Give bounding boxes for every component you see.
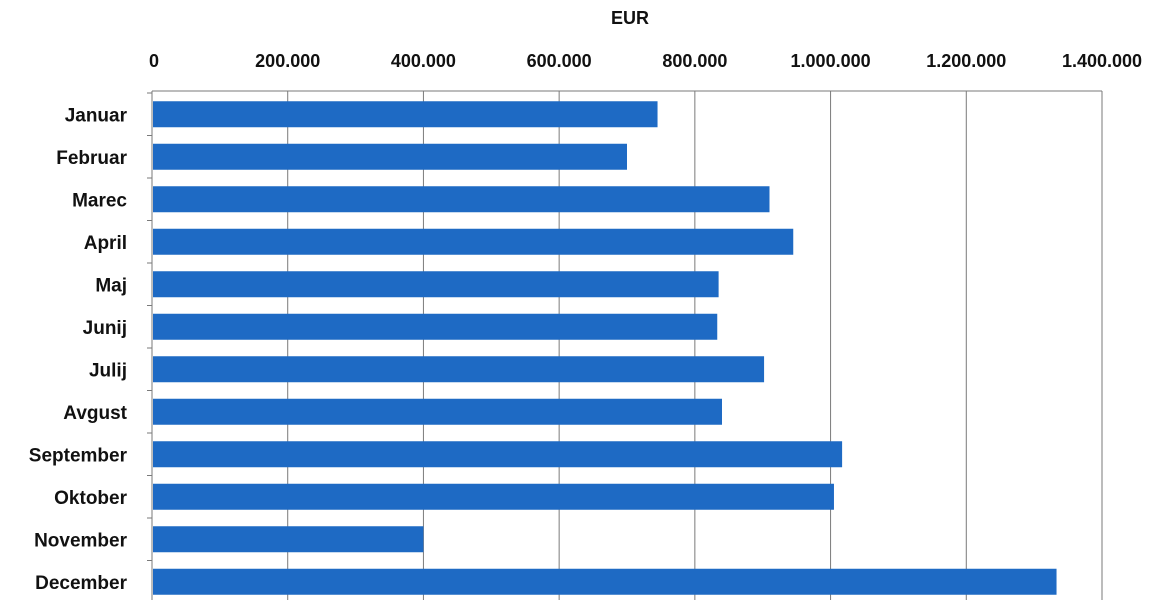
category-label: December <box>35 573 127 594</box>
category-label: Oktober <box>54 488 127 509</box>
bar-april <box>153 228 794 255</box>
x-axis-title: EUR <box>611 8 649 28</box>
category-label: Avgust <box>63 403 127 424</box>
bar-layer <box>153 101 1057 595</box>
grid-layer <box>151 91 1103 600</box>
x-tick-label: 0 <box>149 51 159 71</box>
x-tick-label: 400.000 <box>391 51 456 71</box>
bar-maj <box>153 271 719 298</box>
label-layer: EUR 0 200.000 400.000 600.000 800.000 1.000.00… <box>29 8 1142 594</box>
bar-februar <box>153 143 627 170</box>
category-label: Julij <box>89 360 127 381</box>
axis-layer <box>147 90 1102 561</box>
bar-november <box>153 526 424 553</box>
category-label: Januar <box>65 105 128 126</box>
category-label: Junij <box>83 318 127 339</box>
x-tick-label: 1.400.000 <box>1062 51 1142 71</box>
category-label: November <box>34 530 128 551</box>
x-tick-label: 1.200.000 <box>926 51 1006 71</box>
category-label: Maj <box>95 275 127 296</box>
category-label: April <box>84 233 127 254</box>
bar-avgust <box>153 398 722 425</box>
bar-september <box>153 441 843 468</box>
category-label: Marec <box>72 190 127 211</box>
bar-marec <box>153 186 770 213</box>
category-label: Februar <box>56 148 127 169</box>
x-tick-label: 1.000.000 <box>791 51 871 71</box>
x-tick-label: 600.000 <box>527 51 592 71</box>
x-tick-label: 800.000 <box>662 51 727 71</box>
bar-januar <box>153 101 658 128</box>
category-label: September <box>29 445 128 466</box>
bar-oktober <box>153 483 834 510</box>
bar-junij <box>153 313 718 340</box>
bar-december <box>153 568 1057 595</box>
bar-julij <box>153 356 765 383</box>
x-tick-label: 200.000 <box>255 51 320 71</box>
